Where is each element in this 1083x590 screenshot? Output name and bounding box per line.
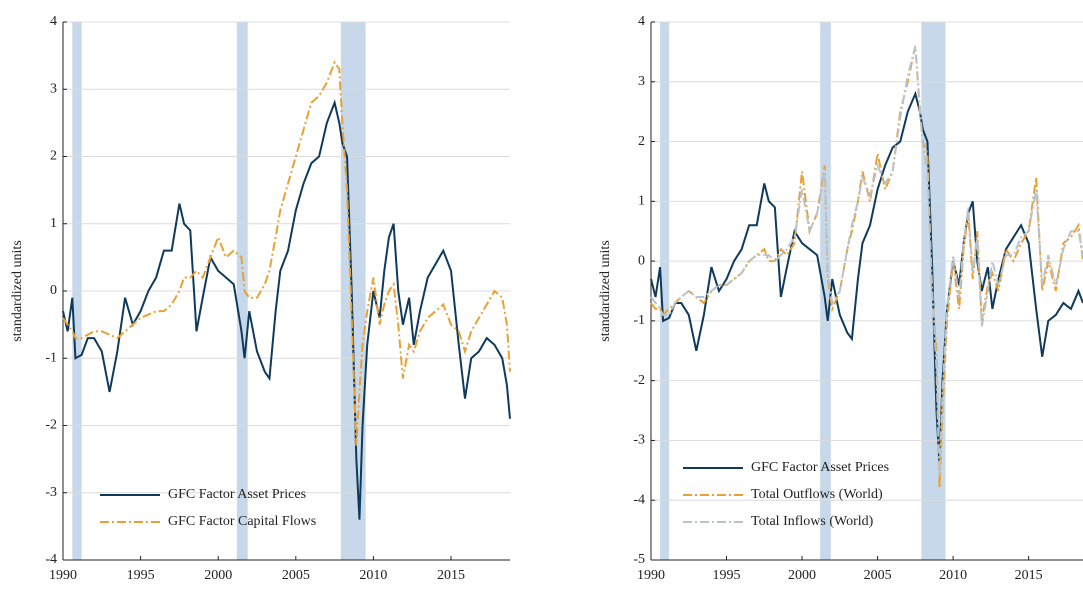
- panel: -5 -4 -3 -2 -1 0 1 2 3 4 1990 1995 2000 2005 2010 2015 s…: [598, 14, 1083, 583]
- x-tick-label: 2010: [939, 568, 967, 583]
- y-tick-label: -5: [633, 552, 645, 567]
- legend-label: GFC Factor Asset Prices: [168, 487, 306, 502]
- recession-band: [660, 22, 670, 560]
- series-line: [62, 99, 511, 520]
- x-tick-label: 1990: [637, 568, 665, 583]
- y-tick-label: 2: [638, 134, 645, 149]
- y-tick-label: 4: [50, 14, 57, 29]
- y-tick-label: -2: [45, 418, 57, 433]
- y-axis-label: standardized units: [10, 240, 25, 341]
- series-line: [650, 45, 1083, 489]
- recession-band: [820, 22, 831, 560]
- legend-label: Total Outflows (World): [751, 487, 883, 502]
- y-tick-label: 2: [50, 149, 57, 164]
- x-tick-label: 2005: [282, 568, 310, 583]
- series-line: [650, 45, 1083, 477]
- y-tick-label: -3: [45, 485, 57, 500]
- x-tick-label: 2015: [1015, 568, 1043, 583]
- legend-label: Total Inflows (World): [751, 514, 874, 529]
- legend-label: GFC Factor Capital Flows: [168, 514, 316, 529]
- y-tick-label: -4: [633, 492, 645, 507]
- y-tick-label: 0: [50, 283, 57, 298]
- y-tick-label: 4: [638, 14, 645, 29]
- x-tick-label: 2000: [788, 568, 816, 583]
- x-tick-label: 1995: [127, 568, 155, 583]
- y-tick-label: -3: [633, 433, 645, 448]
- y-tick-label: -4: [45, 552, 57, 567]
- x-tick-label: 2010: [359, 568, 387, 583]
- x-tick-label: 2005: [864, 568, 892, 583]
- y-tick-label: 3: [638, 74, 645, 89]
- y-tick-label: -1: [45, 350, 57, 365]
- x-tick-label: 2000: [204, 568, 232, 583]
- y-tick-label: -2: [633, 373, 645, 388]
- y-tick-label: 0: [638, 253, 645, 268]
- y-tick-label: 1: [50, 216, 57, 231]
- y-tick-label: 1: [638, 194, 645, 209]
- series-line: [650, 90, 1083, 465]
- series-line: [62, 60, 511, 446]
- x-tick-label: 1990: [49, 568, 77, 583]
- x-tick-label: 2015: [437, 568, 465, 583]
- x-tick-label: 1995: [713, 568, 741, 583]
- y-axis-label: standardized units: [598, 240, 613, 341]
- legend-label: GFC Factor Asset Prices: [751, 460, 889, 475]
- y-tick-label: 3: [50, 81, 57, 96]
- panel: -4 -3 -2 -1 0 1 2 3 4 1990 1995 2000 2005 2010 2015 sta…: [10, 14, 511, 583]
- y-tick-label: -1: [633, 313, 645, 328]
